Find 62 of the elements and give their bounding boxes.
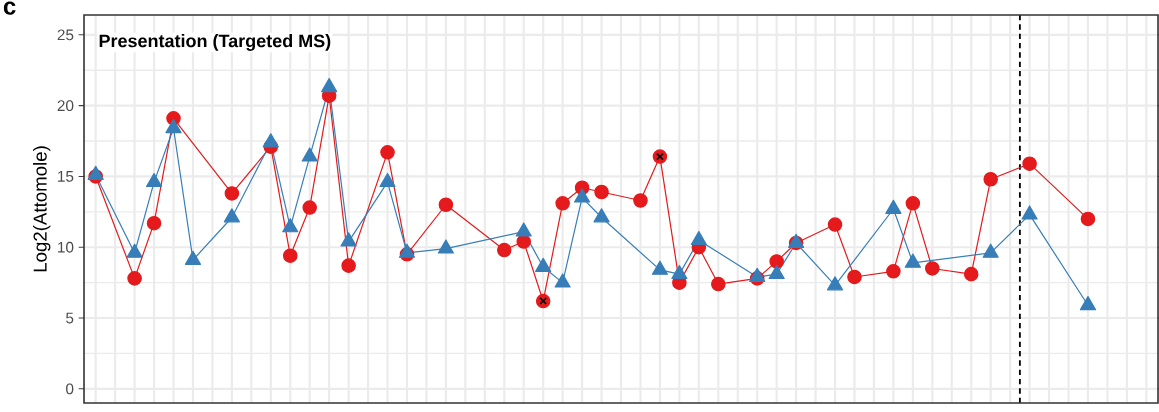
point — [184, 250, 202, 265]
point — [321, 77, 338, 93]
point — [925, 261, 940, 276]
text: c — [3, 1, 16, 15]
point — [690, 230, 707, 246]
point — [749, 267, 766, 282]
point — [146, 215, 162, 231]
point — [651, 260, 669, 275]
point — [593, 208, 610, 223]
point — [826, 276, 844, 291]
point — [1080, 211, 1096, 227]
y-tick-label: 20 — [57, 100, 74, 112]
point — [554, 273, 571, 288]
point — [573, 188, 591, 203]
y-tick-label: 15 — [58, 171, 74, 182]
point — [827, 217, 843, 232]
point — [165, 119, 182, 134]
point — [904, 253, 921, 268]
point — [437, 239, 455, 254]
y-axis-title: Log2(Attomole) — [33, 146, 51, 272]
point — [633, 193, 648, 208]
y-tick-label: 0 — [66, 383, 74, 395]
point — [127, 271, 142, 286]
point — [282, 218, 299, 233]
point — [982, 243, 999, 258]
point — [223, 208, 240, 223]
point — [262, 133, 279, 148]
point — [515, 222, 532, 237]
point — [983, 172, 998, 187]
point — [341, 258, 356, 273]
point — [594, 184, 609, 200]
point — [963, 266, 979, 282]
y-tick-label: 10 — [58, 241, 74, 253]
point — [1079, 296, 1097, 311]
point — [340, 232, 357, 247]
point — [905, 196, 921, 211]
point — [380, 145, 395, 160]
point — [535, 257, 552, 272]
y-tick-label: 5 — [66, 312, 74, 324]
point — [301, 147, 318, 162]
point — [555, 196, 570, 211]
point — [282, 248, 298, 263]
point — [302, 200, 317, 215]
point — [847, 269, 862, 285]
point — [1021, 205, 1038, 220]
point — [886, 264, 901, 279]
point — [1022, 156, 1037, 171]
point — [379, 172, 396, 188]
point — [769, 254, 784, 269]
point — [497, 242, 512, 258]
point — [224, 186, 240, 201]
point — [145, 172, 163, 188]
point — [711, 276, 726, 292]
point — [768, 264, 785, 280]
text: Presentation (Targeted MS) — [99, 34, 331, 51]
point — [126, 243, 143, 258]
point — [671, 264, 688, 280]
point — [87, 165, 104, 180]
point — [438, 197, 454, 213]
y-tick-label: 25 — [57, 29, 74, 41]
point — [885, 199, 902, 214]
point — [398, 243, 416, 258]
